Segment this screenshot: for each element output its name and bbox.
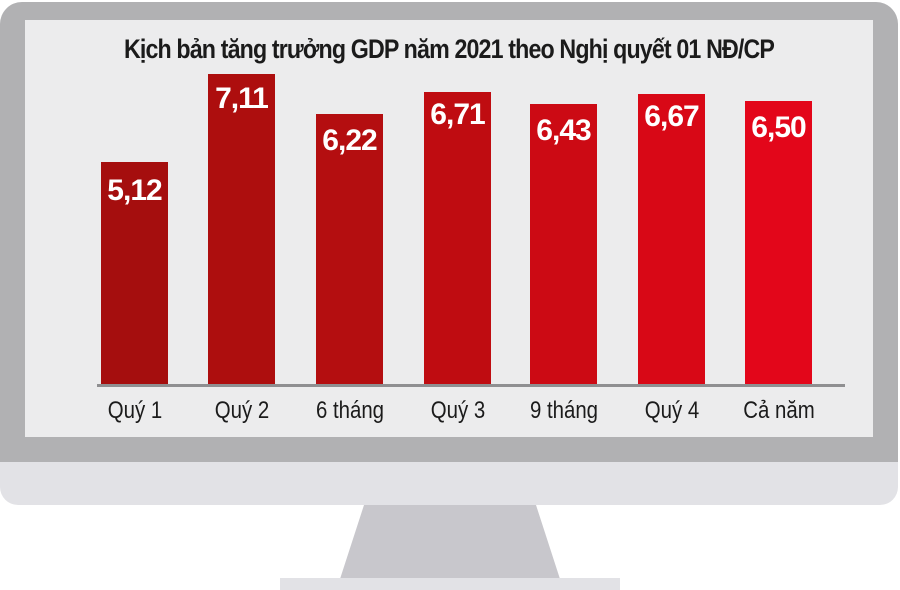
value-label: 7,11 — [215, 82, 269, 115]
monitor-chin — [0, 462, 898, 505]
x-tick-label: Quý 4 — [644, 397, 700, 424]
bar-full-year: 6,50 — [745, 101, 812, 384]
x-axis-line — [97, 384, 845, 387]
monitor-base — [280, 578, 620, 590]
bar-q3: 6,71 — [424, 92, 491, 384]
chart-title: Kịch bản tăng trưởng GDP năm 2021 theo N… — [123, 34, 775, 64]
bar-q2: 7,11 — [208, 74, 275, 384]
x-tick-label: 6 tháng — [315, 397, 385, 424]
x-tick-label: 9 tháng — [529, 397, 599, 424]
value-label: 6,43 — [536, 114, 591, 147]
bar-chart: 5,12 7,11 6,22 6,71 6,43 6,67 6,50 Quý 1… — [25, 20, 873, 437]
value-label: 6,67 — [644, 100, 699, 133]
x-tick-label: Quý 3 — [430, 397, 486, 424]
monitor-stand — [340, 505, 560, 579]
monitor-screen: Kịch bản tăng trưởng GDP năm 2021 theo N… — [25, 20, 873, 437]
value-label: 6,22 — [322, 124, 377, 157]
bar-q4: 6,67 — [638, 94, 705, 384]
x-tick-label: Cả năm — [743, 397, 815, 424]
x-tick-label: Quý 2 — [214, 397, 270, 424]
x-tick-label: Quý 1 — [107, 397, 163, 424]
value-label: 5,12 — [107, 174, 162, 207]
bar-q1: 5,12 — [101, 162, 168, 384]
bar-6-months: 6,22 — [316, 114, 383, 384]
bar-9-months: 6,43 — [530, 104, 597, 384]
value-label: 6,50 — [751, 111, 806, 144]
value-label: 6,71 — [430, 98, 485, 131]
